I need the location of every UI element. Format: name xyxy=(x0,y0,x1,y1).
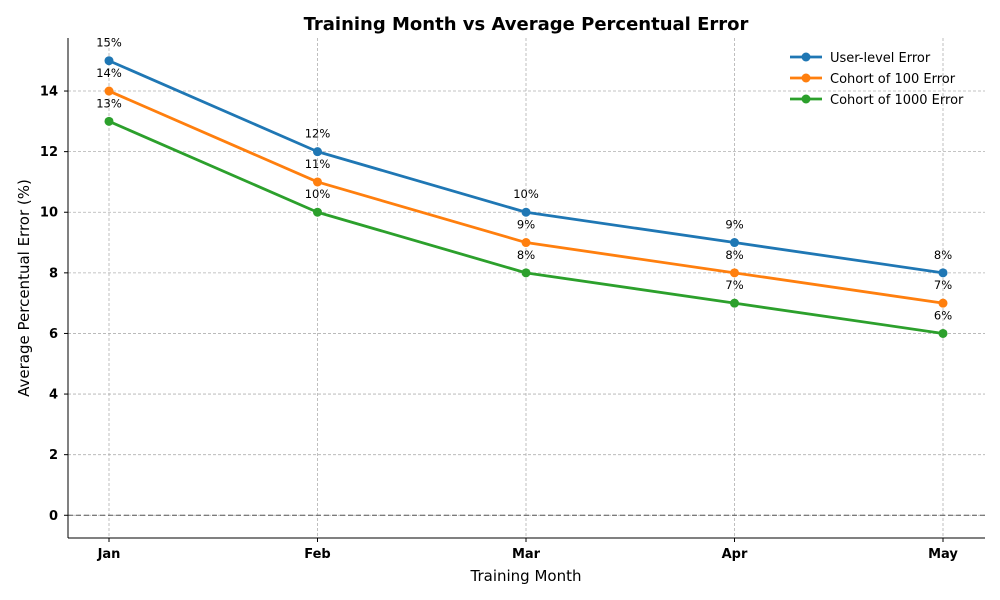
y-tick-label: 8 xyxy=(49,266,58,281)
y-tick-label: 2 xyxy=(49,448,58,463)
y-axis-title: Average Percentual Error (%) xyxy=(15,179,33,397)
data-point xyxy=(730,298,739,308)
x-tick-label: Feb xyxy=(304,547,330,562)
data-point xyxy=(730,268,739,278)
legend-marker xyxy=(801,52,811,62)
legend-label: Cohort of 100 Error xyxy=(830,72,956,87)
data-label: 10% xyxy=(305,187,331,201)
y-tick-label: 6 xyxy=(49,327,58,342)
y-tick-label: 0 xyxy=(49,509,58,524)
legend-marker xyxy=(801,94,811,104)
data-point xyxy=(521,268,531,278)
data-label: 8% xyxy=(934,248,952,262)
data-label: 13% xyxy=(96,96,122,110)
legend-label: Cohort of 1000 Error xyxy=(830,93,964,108)
data-labels-layer: 15% 12% 10% 9% 8% 14% 11% 9% 8% 7% 13% 10% 8% 7% 6% xyxy=(96,36,952,323)
data-label: 14% xyxy=(96,66,122,80)
data-label: 12% xyxy=(305,127,331,141)
data-label: 11% xyxy=(305,157,331,171)
data-point xyxy=(313,207,322,217)
data-label: 8% xyxy=(517,248,535,262)
y-tick-label: 4 xyxy=(49,388,58,403)
data-point xyxy=(521,207,531,217)
data-point xyxy=(521,238,531,248)
grid-layer xyxy=(68,38,985,538)
x-axis-title: Training Month xyxy=(470,567,582,585)
data-label: 8% xyxy=(725,248,743,262)
data-label: 15% xyxy=(96,36,122,50)
data-point xyxy=(313,177,322,187)
data-label: 9% xyxy=(517,218,535,232)
data-label: 9% xyxy=(725,218,743,232)
chart-title: Training Month vs Average Percentual Err… xyxy=(304,14,749,35)
data-label: 7% xyxy=(725,278,743,292)
legend: User-level Error Cohort of 100 Error Cohor… xyxy=(790,51,964,108)
data-point xyxy=(938,268,948,278)
x-tick-label: Jan xyxy=(97,547,121,562)
data-point xyxy=(938,298,948,308)
data-point xyxy=(104,86,114,96)
y-tick-label: 12 xyxy=(40,145,58,160)
data-point xyxy=(730,238,739,248)
x-tick-label: Apr xyxy=(722,547,748,562)
y-tick-label: 14 xyxy=(40,85,58,100)
x-tick-label: Mar xyxy=(512,547,541,562)
y-tick-label: 10 xyxy=(40,206,58,221)
axes-layer: 0 2 4 6 8 10 12 14 Jan Feb Mar Apr May xyxy=(40,38,985,562)
legend-marker xyxy=(801,73,811,83)
data-label: 7% xyxy=(934,278,952,292)
data-label: 10% xyxy=(513,187,539,201)
data-point xyxy=(104,116,114,126)
data-label: 6% xyxy=(934,308,952,322)
data-point xyxy=(104,56,114,66)
series-layer xyxy=(104,56,948,338)
x-tick-label: May xyxy=(928,547,958,562)
data-point xyxy=(938,328,948,338)
data-point xyxy=(313,147,322,157)
legend-label: User-level Error xyxy=(830,51,931,66)
